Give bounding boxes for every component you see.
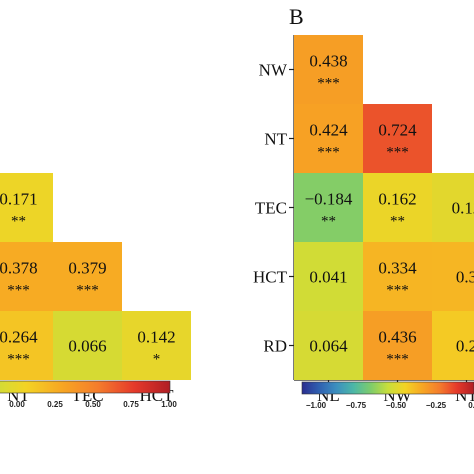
colorbar xyxy=(0,380,171,394)
colorbar-tick-label: −0.25 xyxy=(426,401,447,410)
cell-value-label: 0.066 xyxy=(68,337,106,356)
significance-label: *** xyxy=(317,76,340,92)
cell-value-label: 0.2 xyxy=(456,337,474,356)
significance-label: *** xyxy=(7,352,30,368)
colorbar xyxy=(301,381,474,395)
y-tick-label: RD xyxy=(263,337,287,356)
heatmap-cell xyxy=(432,242,474,311)
heatmap-cell xyxy=(294,173,363,242)
heatmap-cell xyxy=(432,311,474,380)
colorbar-tick-label: −0.75 xyxy=(346,401,367,410)
cell-value-label: 0.142 xyxy=(137,328,175,347)
heatmap-cell xyxy=(0,311,53,380)
cell-value-label: 0.064 xyxy=(309,337,348,356)
heatmap-cell xyxy=(363,173,432,242)
colorbar-tick-label: 0.00 xyxy=(9,400,25,409)
significance-label: *** xyxy=(76,283,99,299)
y-tick-label: NW xyxy=(259,61,288,80)
heatmap-cell xyxy=(294,242,363,311)
significance-label: *** xyxy=(317,145,340,161)
heatmap-cell xyxy=(294,311,363,380)
cell-value-label: 0.334 xyxy=(378,259,417,278)
heatmap-cell xyxy=(363,242,432,311)
significance-label: *** xyxy=(386,352,409,368)
y-tick-label: NT xyxy=(264,130,287,149)
heatmap-cell xyxy=(122,311,191,380)
heatmap-cell xyxy=(0,242,53,311)
cell-value-label: 0.171 xyxy=(0,190,38,209)
heatmap-cell xyxy=(0,173,53,242)
cell-value-label: 0.378 xyxy=(0,259,38,278)
panel-right: 0.438 *** 0.424 *** 0.724 *** −0.184 ** 0.162 ** 0… xyxy=(253,4,474,410)
cell-value-label: 0.162 xyxy=(378,190,416,209)
cell-value-label: −0.184 xyxy=(305,190,353,209)
colorbar-tick-label: 0.25 xyxy=(47,400,63,409)
cell-value-label: 0.724 xyxy=(378,121,417,140)
significance-label: *** xyxy=(386,145,409,161)
colorbar-tick-label: 1.00 xyxy=(161,400,177,409)
panel-left: 0.171 ** 0.378 *** 0.379 *** 0.264 *** 0.066 0.14… xyxy=(0,173,191,409)
cell-value-label: 0.041 xyxy=(309,268,347,287)
heatmap-cell xyxy=(53,311,122,380)
significance-label: *** xyxy=(386,283,409,299)
y-tick-label: TEC xyxy=(255,199,287,218)
cell-value-label: 0.379 xyxy=(68,259,106,278)
significance-label: *** xyxy=(7,283,30,299)
colorbar-tick-label: −0.50 xyxy=(386,401,407,410)
heatmap-cell xyxy=(294,104,363,173)
cell-value-label: 0.436 xyxy=(378,328,416,347)
panel-label: B xyxy=(289,4,304,29)
cell-value-label: 0.424 xyxy=(309,121,348,140)
cell-value-label: 0.12 xyxy=(452,199,474,218)
colorbar-tick-label: 0.00 xyxy=(468,401,474,410)
significance-label: * xyxy=(153,352,161,368)
colorbar-tick-label: −1.00 xyxy=(306,401,327,410)
colorbar-tick-label: 0.75 xyxy=(123,400,139,409)
cell-value-label: 0.438 xyxy=(309,52,347,71)
cell-value-label: 0.264 xyxy=(0,328,38,347)
heatmap-cell xyxy=(363,104,432,173)
cell-value-label: 0.3 xyxy=(456,268,474,287)
y-tick-label: HCT xyxy=(253,268,288,287)
heatmap-cell xyxy=(53,242,122,311)
heatmap-cell xyxy=(432,173,474,242)
heatmap-cell xyxy=(363,311,432,380)
significance-label: ** xyxy=(321,214,336,230)
significance-label: ** xyxy=(390,214,405,230)
heatmap-cell xyxy=(294,35,363,104)
significance-label: ** xyxy=(11,214,26,230)
colorbar-tick-label: 0.50 xyxy=(85,400,101,409)
